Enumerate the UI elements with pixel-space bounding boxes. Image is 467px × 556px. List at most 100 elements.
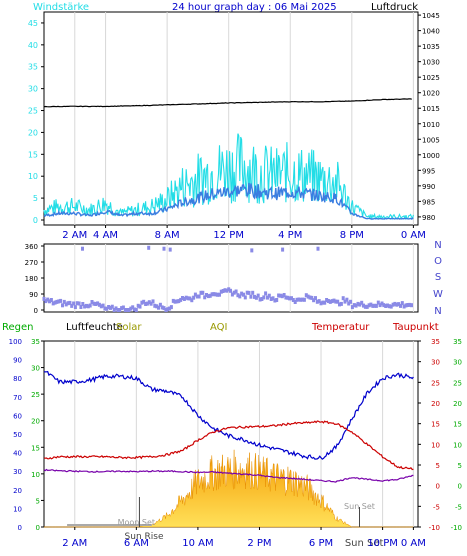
direction-tick-label-1: 90 [29,291,38,299]
direction-point [184,295,188,300]
direction-point [232,290,236,295]
direction-point [280,294,284,299]
direction-point [208,293,212,298]
dew-tick-label-8: 30 [453,359,462,367]
solar-tick-label-3: 15 [31,444,40,452]
pressure-tick-label-6: 1010 [422,121,440,129]
direction-point [317,299,321,304]
direction-point [367,303,371,308]
direction-point [59,298,63,303]
moon-set-label: Moon Set [118,518,155,527]
sun-set-label: Sun Set [345,538,384,549]
direction-point [356,301,360,306]
direction-point [339,301,343,306]
direction-point-top-0 [81,246,84,251]
direction-point [249,294,253,299]
direction-tick-label-0: 0 [34,307,38,315]
direction-tick-label-4: 360 [25,243,38,251]
direction-point [199,290,203,295]
direction-point [384,304,388,308]
temp-tick-label-4: 10 [431,441,440,449]
direction-point [402,304,406,309]
direction-point [193,292,197,297]
direction-point [62,299,66,304]
wind-speed-axis: 0 5 10 15 20 25 30 35 40 45 [28,19,44,225]
direction-point [75,301,79,306]
direction-point [256,293,260,298]
direction-point [205,293,208,297]
solar-axis: 0 5 10 15 20 25 30 35 [31,338,44,532]
direction-point [321,300,325,305]
pressure-axis-title: Luftdruck [371,2,418,13]
direction-point [380,301,384,306]
climate-x-label-1: 6 AM [124,538,149,549]
legend-rain: Regen [2,322,34,333]
wind-tick-label-4: 20 [28,128,38,137]
dew-tick-label-5: 15 [453,421,462,429]
direction-point [328,299,332,304]
direction-point [105,306,109,311]
direction-point [153,303,157,308]
direction-point [291,298,295,302]
direction-point [177,299,181,304]
direction-point [219,289,223,294]
wind-tick-label-1: 5 [33,194,38,203]
direction-point [121,305,125,310]
legend-temperature: Temperatur [311,322,370,333]
direction-point [297,297,301,302]
direction-point [288,296,292,301]
direction-point [399,303,402,308]
direction-point [397,302,401,307]
direction-point [304,293,308,298]
direction-point [171,298,175,303]
direction-point [387,304,391,309]
wind-pressure-grid [74,12,414,225]
direction-point [406,303,410,307]
direction-point [144,302,148,306]
direction-point [376,300,380,305]
direction-point [109,305,112,310]
direction-point [299,297,303,302]
direction-point [160,305,164,310]
rain-tick-label-7: 70 [13,394,22,402]
direction-point [264,291,268,296]
direction-point [341,296,345,301]
temp-tick-label-3: 5 [436,462,440,470]
direction-point [275,298,279,302]
compass-label-1: O [434,256,442,267]
direction-point [68,300,72,305]
wind-tick-label-3: 15 [28,150,38,159]
direction-point-top-3 [168,247,172,252]
direction-point [155,304,159,309]
dew-tick-label-7: 25 [453,379,462,387]
direction-point [149,301,153,306]
direction-point [166,307,170,312]
temp-tick-label-2: 0 [436,483,440,491]
direction-point [112,308,116,312]
direction-point [44,299,48,304]
direction-point [358,302,362,307]
direction-point [203,295,207,300]
pressure-tick-label-3: 995 [422,167,435,175]
direction-point [73,305,77,310]
humidity-line [43,370,414,460]
direction-point [266,295,269,300]
direction-point [253,294,256,299]
pressure-line [43,98,412,108]
direction-point [92,301,96,306]
direction-point [325,298,329,302]
direction-point [118,308,122,312]
direction-point [116,308,120,312]
direction-point [227,287,231,292]
rain-tick-label-10: 100 [9,338,22,346]
direction-point [129,306,133,311]
direction-point [236,293,240,298]
direction-point [162,306,166,311]
solar-tick-label-6: 30 [31,365,40,373]
direction-point [373,303,377,308]
direction-point [83,304,87,309]
wind-tick-label-5: 25 [28,107,38,116]
direction-point [181,296,184,300]
climate-time-axis: 2 AM 6 AM 10 AM 2 PM 6 PM 10 PM 0 AM [62,527,426,549]
